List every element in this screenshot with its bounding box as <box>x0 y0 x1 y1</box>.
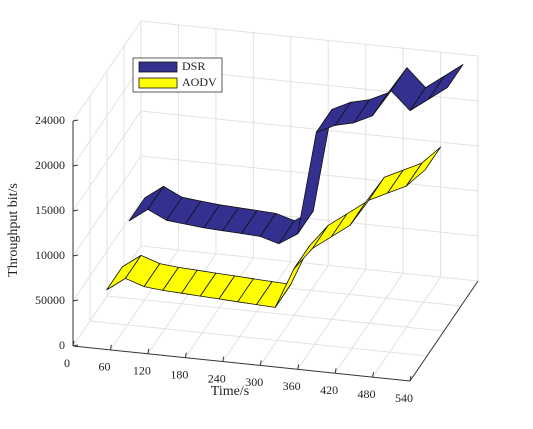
y-axis-label: Throughput bit/s <box>6 183 21 277</box>
x-tick-label: 480 <box>358 387 376 401</box>
x-tick <box>72 340 75 347</box>
y-tick-label: 24000 <box>35 113 65 127</box>
x-tick-label: 60 <box>98 360 110 374</box>
y-tick-label: 15000 <box>35 203 65 217</box>
x-tick-label: 540 <box>395 391 413 405</box>
legend-label: DSR <box>182 59 205 73</box>
x-tick-label: 420 <box>320 383 338 397</box>
x-tick <box>334 368 337 374</box>
x-tick <box>109 344 112 350</box>
ribbon-segment <box>330 201 367 238</box>
grid-line <box>106 71 445 332</box>
y-tick <box>72 254 79 257</box>
grid-line <box>184 32 254 358</box>
x-tick-label: 120 <box>133 364 151 378</box>
x-tick <box>372 372 375 378</box>
y-tick <box>72 164 79 167</box>
y-tick <box>72 209 79 212</box>
depth-axis <box>409 280 479 382</box>
x-axis <box>72 345 411 382</box>
y-tick-label: 20000 <box>35 158 65 172</box>
x-tick-label: 0 <box>64 356 70 370</box>
y-tick <box>72 344 79 347</box>
grid-line <box>89 96 428 357</box>
grid-line <box>259 40 329 366</box>
y-tick-label: 50000 <box>35 293 65 307</box>
y-tick <box>72 299 79 302</box>
legend-label: AODV <box>182 75 217 89</box>
x-tick-label: 240 <box>208 371 226 385</box>
legend-swatch <box>138 77 178 89</box>
grid-line <box>72 21 142 347</box>
grid-line <box>222 36 292 362</box>
x-tick-label: 360 <box>283 379 301 393</box>
x-tick-label: 300 <box>245 375 263 389</box>
grid-line <box>72 110 479 212</box>
grid-line <box>334 48 404 374</box>
x-tick <box>184 352 187 358</box>
grid-line <box>372 52 442 378</box>
x-tick <box>147 348 150 354</box>
ribbon-segment <box>405 146 442 187</box>
x-tick <box>297 364 300 370</box>
ribbon-segment <box>428 64 464 100</box>
legend-swatch <box>138 61 178 73</box>
y-tick-label: 10000 <box>35 248 65 262</box>
grid-line <box>147 28 217 355</box>
x-axis-label: Time/s <box>211 384 249 399</box>
x-tick <box>409 375 412 382</box>
x-tick <box>222 356 225 362</box>
y-tick-label: 0 <box>59 338 65 352</box>
x-tick <box>259 360 262 366</box>
x-tick-label: 180 <box>170 367 188 381</box>
grid-line <box>297 44 367 370</box>
y-tick <box>72 119 79 122</box>
grid-line <box>109 24 179 351</box>
